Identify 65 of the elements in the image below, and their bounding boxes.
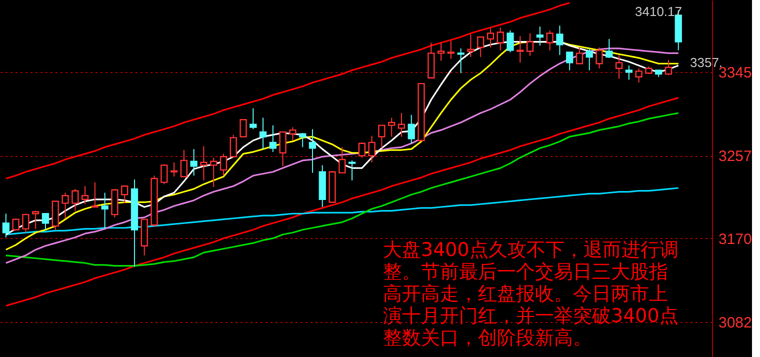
candlestick	[388, 117, 396, 138]
candlestick	[615, 54, 623, 80]
candlestick	[170, 162, 178, 178]
candlestick	[308, 128, 316, 174]
candlestick	[32, 210, 40, 230]
y-tick-label: 3345	[718, 64, 752, 82]
candlestick	[338, 146, 346, 174]
candlestick	[289, 126, 296, 142]
candlestick	[576, 46, 584, 64]
candlestick	[62, 192, 69, 219]
candlestick	[398, 112, 406, 138]
candlestick	[516, 36, 524, 64]
candlestick	[486, 28, 494, 48]
candlestick	[121, 185, 128, 204]
candlestick	[477, 36, 484, 58]
candlestick	[437, 42, 445, 62]
candlestick	[625, 65, 632, 80]
candlestick	[586, 48, 593, 71]
candlestick	[42, 213, 50, 230]
candlestick	[160, 164, 168, 185]
annotation: 大盘3400点久攻不下，退而进行调整。节前最后一个交易日三大股指高开高走，红盘报收。今日两市上演十月开门红，并一举突破3400点整数关口，创阶段新高。	[383, 239, 678, 349]
candlestick	[606, 38, 613, 58]
candlestick	[496, 27, 504, 51]
candlestick	[101, 192, 108, 230]
candlestick	[240, 119, 247, 138]
candlestick	[368, 135, 376, 163]
candlestick	[596, 46, 603, 69]
candlestick	[2, 213, 10, 238]
candlestick	[348, 160, 356, 181]
line-series	[5, 96, 680, 307]
candlestick	[91, 182, 98, 208]
candlestick	[190, 148, 198, 176]
candlestick	[536, 26, 544, 46]
candlestick	[220, 153, 228, 176]
candlestick	[200, 146, 208, 181]
candlestick	[526, 32, 534, 57]
candlestick	[279, 131, 286, 167]
candlestick	[299, 132, 306, 148]
candlestick	[556, 25, 564, 56]
candlestick	[180, 150, 188, 178]
candlestick	[22, 213, 30, 234]
candlestick	[378, 124, 386, 149]
candlestick	[408, 114, 415, 144]
candlestick	[467, 34, 474, 58]
candlestick	[230, 134, 237, 158]
annotation: 3410.17	[635, 4, 682, 19]
candlestick	[506, 30, 514, 53]
candlestick	[566, 52, 574, 71]
candlestick	[457, 48, 464, 74]
candlestick	[546, 30, 554, 51]
candlestick	[81, 186, 89, 205]
candlestick	[447, 40, 454, 60]
candlestick	[250, 108, 257, 130]
candlestick	[72, 188, 79, 212]
candlestick	[210, 157, 218, 188]
y-tick-label: 3082	[718, 314, 752, 332]
line-series	[5, 187, 680, 236]
line-series	[5, 2, 570, 180]
y-tick-label: 3257	[718, 148, 752, 166]
candlestick	[664, 59, 672, 76]
candlestick	[259, 117, 267, 150]
candlestick	[635, 68, 642, 84]
y-tick-label: 3170	[718, 230, 752, 248]
candlestick	[269, 124, 276, 152]
candlestick	[358, 142, 366, 158]
